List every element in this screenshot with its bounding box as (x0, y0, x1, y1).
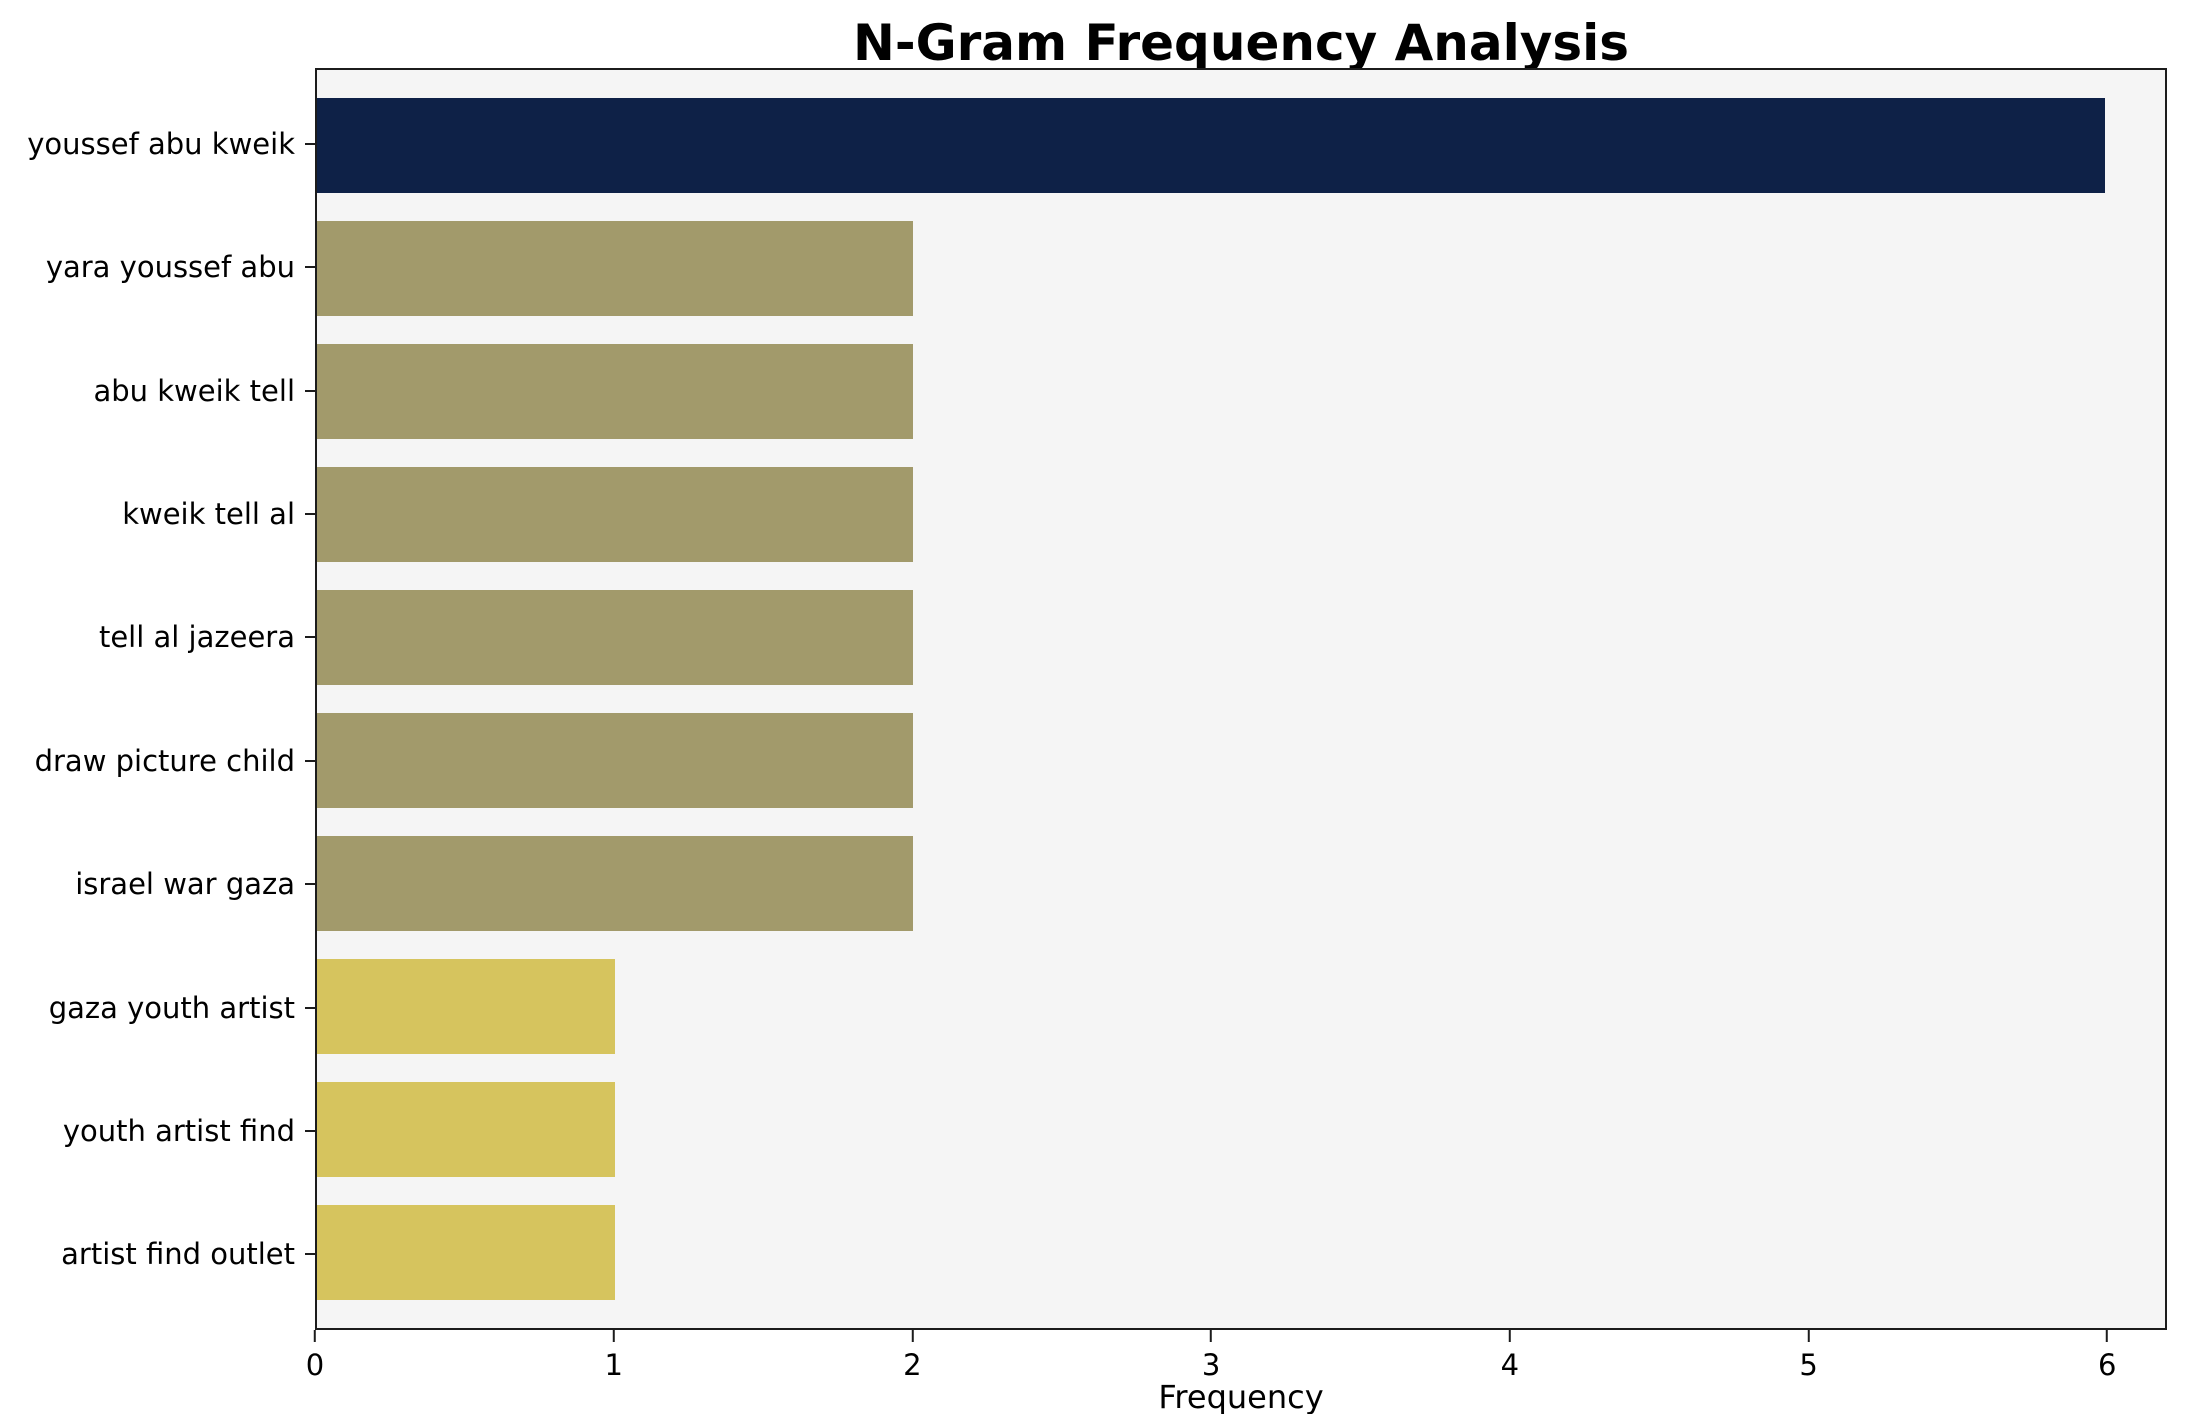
x-tick-mark (1210, 1330, 1213, 1342)
x-tick-label: 1 (604, 1348, 623, 1382)
bar (317, 343, 914, 440)
y-axis-row: israel war gaza (0, 822, 315, 945)
x-axis-title: Frequency (1158, 1378, 1324, 1414)
y-tick-label: gaza youth artist (48, 990, 295, 1025)
x-tick-label: 4 (1500, 1348, 1520, 1382)
y-tick-label: kweik tell al (122, 496, 295, 531)
x-tick-mark (313, 1330, 316, 1342)
bar (317, 589, 914, 686)
bar (317, 835, 914, 932)
y-tick-mark (305, 1253, 315, 1256)
y-tick-label: youssef abu kweik (27, 126, 295, 161)
bar (317, 1204, 616, 1301)
bar-row (317, 822, 2165, 945)
x-tick: 0 (306, 1330, 324, 1382)
y-axis-labels: youssef abu kweik yara youssef abu abu kwe… (0, 68, 315, 1330)
y-axis-row: yara youssef abu (0, 205, 315, 328)
y-axis-row: abu kweik tell (0, 329, 315, 452)
bar (317, 1081, 616, 1178)
y-tick-mark (305, 389, 315, 392)
y-tick-label: artist find outlet (61, 1237, 295, 1272)
x-tick: 2 (903, 1330, 922, 1382)
y-axis-row: youth artist find (0, 1069, 315, 1192)
y-tick-mark (305, 883, 315, 886)
bar (317, 97, 2106, 194)
y-tick-mark (305, 512, 315, 515)
y-tick-mark (305, 1006, 315, 1009)
x-tick-mark (1807, 1330, 1810, 1342)
y-tick-label: israel war gaza (75, 867, 295, 902)
y-tick-mark (305, 759, 315, 762)
y-tick-mark (305, 142, 315, 145)
y-tick-label: yara youssef abu (45, 250, 295, 285)
bar (317, 958, 616, 1055)
y-tick-mark (305, 1129, 315, 1132)
x-tick-label: 0 (305, 1348, 325, 1382)
bar-row (317, 207, 2165, 330)
x-tick: 1 (604, 1330, 623, 1382)
chart-title: N-Gram Frequency Analysis (852, 14, 1630, 72)
bar (317, 466, 914, 563)
y-tick-label: youth artist find (62, 1113, 295, 1148)
x-tick-label: 6 (2098, 1348, 2117, 1382)
x-tick-mark (1508, 1330, 1511, 1342)
y-axis-row: gaza youth artist (0, 946, 315, 1069)
bar-row (317, 1191, 2165, 1314)
y-tick-mark (305, 636, 315, 639)
y-axis-row: draw picture child (0, 699, 315, 822)
bar-row (317, 1068, 2165, 1191)
x-tick: 3 (1202, 1330, 1220, 1382)
bar-row (317, 330, 2165, 453)
y-axis-row: kweik tell al (0, 452, 315, 575)
bar-row (317, 453, 2165, 576)
x-tick: 6 (2098, 1330, 2116, 1382)
x-tick: 5 (1799, 1330, 1818, 1382)
plot-area (315, 68, 2167, 1330)
x-tick: 4 (1501, 1330, 1519, 1382)
bar-row (317, 699, 2165, 822)
y-tick-mark (305, 266, 315, 269)
y-tick-label: abu kweik tell (93, 373, 295, 408)
x-tick-label: 2 (903, 1348, 922, 1382)
y-axis-row: youssef abu kweik (0, 82, 315, 205)
bar-row (317, 84, 2165, 207)
y-axis-row: tell al jazeera (0, 576, 315, 699)
y-axis-row: artist find outlet (0, 1193, 315, 1316)
y-tick-label: tell al jazeera (98, 620, 295, 655)
y-tick-label: draw picture child (34, 743, 295, 778)
bar-row (317, 945, 2165, 1068)
bar (317, 220, 914, 317)
x-tick-label: 5 (1799, 1348, 1818, 1382)
x-axis: 0 1 2 3 4 5 6 (306, 1330, 2167, 1400)
bar (317, 712, 914, 809)
x-tick-mark (612, 1330, 615, 1342)
x-tick-mark (2106, 1330, 2109, 1342)
x-tick-label: 3 (1201, 1348, 1221, 1382)
x-tick-mark (911, 1330, 914, 1342)
bar-row (317, 576, 2165, 699)
